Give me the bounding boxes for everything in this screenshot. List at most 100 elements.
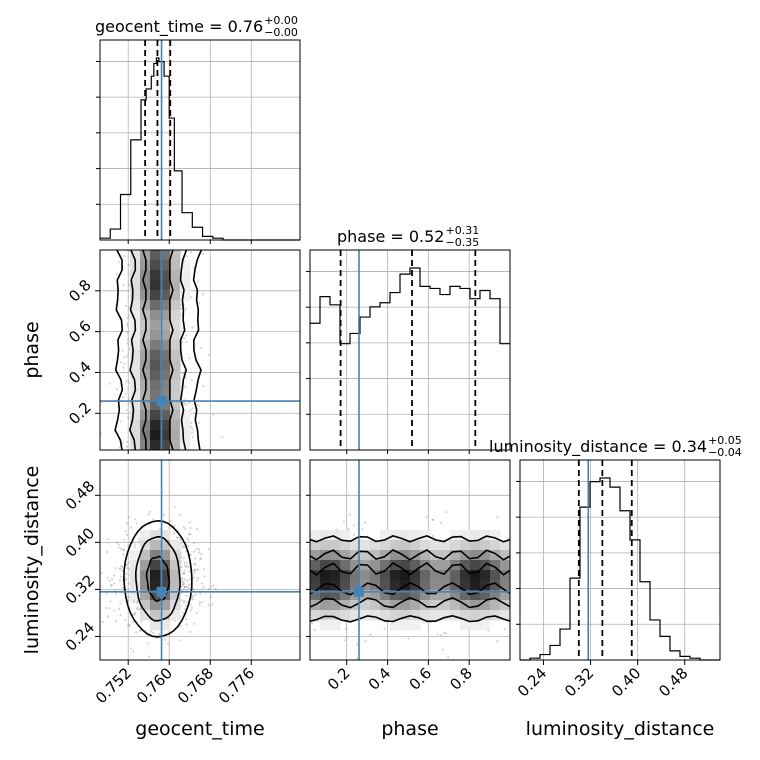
scatter-point bbox=[129, 526, 133, 529]
scatter-point bbox=[125, 445, 129, 448]
scatter-point bbox=[192, 595, 195, 598]
scatter-point bbox=[199, 346, 203, 349]
density-cell bbox=[140, 600, 151, 611]
scatter-point bbox=[148, 510, 152, 513]
density-cell bbox=[320, 600, 331, 611]
density-cell bbox=[430, 600, 441, 611]
scatter-point bbox=[121, 569, 124, 573]
density-cell bbox=[410, 570, 421, 581]
scatter-point bbox=[158, 527, 162, 530]
scatter-point bbox=[115, 273, 118, 276]
density-cell bbox=[310, 570, 321, 581]
density-cell bbox=[150, 550, 161, 561]
density-cell bbox=[130, 310, 141, 321]
contour-1 bbox=[134, 535, 181, 622]
density-cell bbox=[410, 620, 421, 631]
scatter-point bbox=[185, 586, 188, 589]
scatter-point bbox=[184, 527, 187, 530]
density-cell bbox=[500, 580, 510, 591]
density-cell bbox=[140, 300, 151, 311]
scatter-point bbox=[106, 538, 109, 541]
scatter-point bbox=[440, 634, 443, 637]
scatter-point bbox=[353, 524, 356, 527]
scatter-point bbox=[126, 322, 129, 325]
scatter-point bbox=[191, 598, 195, 601]
scatter-point bbox=[148, 523, 152, 526]
scatter-point bbox=[133, 612, 136, 616]
scatter-point bbox=[343, 639, 346, 642]
scatter-point bbox=[183, 569, 186, 572]
scatter-point bbox=[189, 532, 192, 535]
density-cell bbox=[150, 430, 161, 441]
panel-2d-geocent_time-phase bbox=[99, 249, 301, 451]
density-cell bbox=[330, 550, 341, 561]
histogram-phase bbox=[310, 267, 510, 345]
density-cell bbox=[170, 320, 181, 331]
scatter-point bbox=[186, 579, 189, 583]
density-cell bbox=[370, 550, 381, 561]
density-cell bbox=[140, 560, 151, 571]
density-cell bbox=[170, 290, 181, 301]
density-cell bbox=[350, 570, 361, 581]
density-cell bbox=[150, 250, 161, 261]
density-cell bbox=[370, 590, 381, 601]
density-cell bbox=[150, 530, 161, 541]
density-cell bbox=[170, 330, 181, 341]
density-cell bbox=[150, 320, 161, 331]
scatter-point bbox=[132, 540, 135, 543]
density-cell bbox=[410, 550, 421, 561]
density-cell bbox=[330, 540, 341, 551]
density-cell bbox=[140, 540, 151, 551]
panel-background bbox=[310, 250, 510, 450]
panel-frame bbox=[309, 249, 511, 451]
scatter-point bbox=[184, 386, 187, 389]
scatter-point bbox=[364, 640, 367, 643]
density-cell bbox=[180, 280, 191, 291]
scatter-point bbox=[181, 340, 184, 344]
density-cell bbox=[160, 340, 171, 351]
density-cell bbox=[160, 360, 171, 371]
density-cell bbox=[400, 620, 411, 631]
density-cell bbox=[500, 600, 510, 611]
scatter-point bbox=[180, 585, 183, 588]
density-cell bbox=[360, 550, 371, 561]
density-cell bbox=[140, 270, 151, 281]
density-cell bbox=[500, 570, 510, 581]
density-cell bbox=[160, 550, 171, 561]
scatter-point bbox=[166, 642, 169, 645]
density-cell bbox=[400, 600, 411, 611]
scatter-point bbox=[199, 558, 202, 561]
scatter-point bbox=[122, 553, 125, 556]
scatter-point bbox=[186, 585, 190, 588]
scatter-point bbox=[189, 251, 193, 254]
density-cell bbox=[420, 580, 431, 591]
density-cell bbox=[360, 600, 371, 611]
x-axis-label-phase: phase bbox=[381, 718, 438, 740]
density-cell bbox=[140, 390, 151, 401]
scatter-point bbox=[431, 518, 435, 521]
scatter-point bbox=[195, 528, 199, 531]
scatter-point bbox=[121, 566, 124, 569]
contour-5 bbox=[310, 614, 510, 623]
density-cell bbox=[150, 400, 161, 411]
contour-2 bbox=[123, 519, 193, 638]
density-cell bbox=[490, 570, 501, 581]
contour-3 bbox=[310, 597, 510, 609]
scatter-point bbox=[135, 631, 138, 634]
scatter-point bbox=[180, 314, 183, 317]
scatter-point bbox=[201, 601, 204, 604]
density-cell bbox=[130, 340, 141, 351]
scatter-point bbox=[183, 402, 186, 405]
density-cell bbox=[150, 330, 161, 341]
x-axis-label-geocent_time: geocent_time bbox=[135, 718, 264, 740]
scatter-point bbox=[183, 564, 186, 567]
y-tick-label: 0.40 bbox=[62, 524, 98, 560]
density-cell bbox=[130, 370, 141, 381]
scatter-point bbox=[182, 557, 185, 560]
y-axis-label-luminosity_distance: luminosity_distance bbox=[21, 466, 43, 655]
density-cell bbox=[160, 390, 171, 401]
density-cell bbox=[490, 560, 501, 571]
density-cell bbox=[150, 290, 161, 301]
density-cell bbox=[170, 340, 181, 351]
